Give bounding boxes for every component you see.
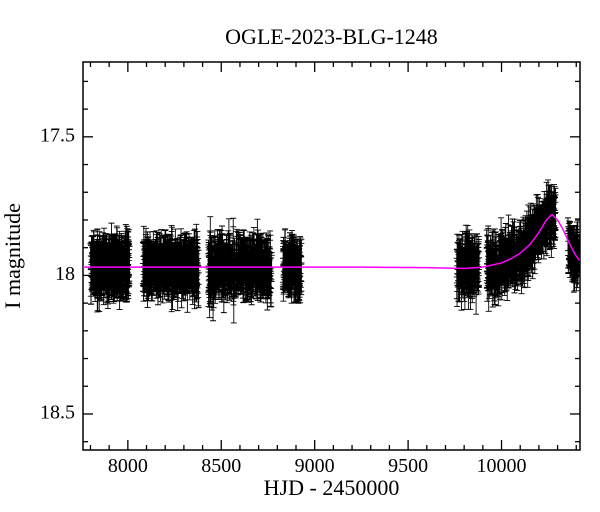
- lightcurve-figure: OGLE-2023-BLG-1248 HJD - 2450000 I magni…: [0, 0, 600, 512]
- svg-text:8500: 8500: [201, 455, 241, 477]
- svg-text:10000: 10000: [477, 455, 527, 477]
- svg-text:8000: 8000: [108, 455, 148, 477]
- x-axis-label: HJD - 2450000: [264, 475, 400, 500]
- svg-text:9500: 9500: [388, 455, 428, 477]
- svg-text:18.5: 18.5: [40, 402, 75, 424]
- svg-text:9000: 9000: [295, 455, 335, 477]
- plot-title: OGLE-2023-BLG-1248: [225, 24, 438, 49]
- svg-text:18: 18: [55, 263, 75, 285]
- svg-text:17.5: 17.5: [40, 124, 75, 146]
- y-axis-label: I magnitude: [0, 203, 25, 309]
